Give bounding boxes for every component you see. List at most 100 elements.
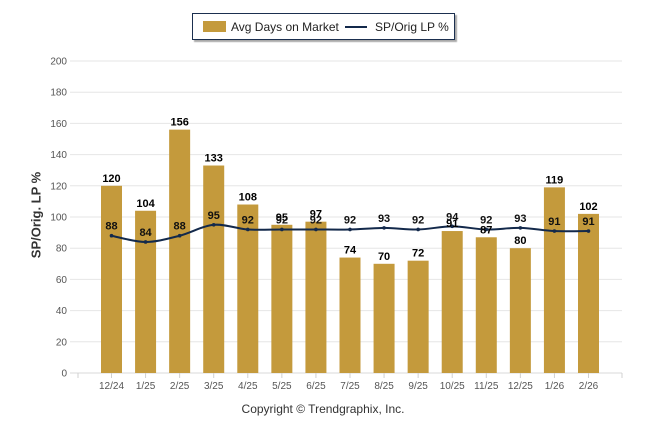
y-axis-ticks: 0 20 40 60 80 100 120 140 160 180 200 bbox=[50, 57, 67, 380]
bar-value-label: 95 bbox=[276, 212, 288, 224]
bar bbox=[135, 210, 157, 373]
line-value-label: 91 bbox=[582, 216, 594, 228]
y-tick-label: 180 bbox=[50, 88, 67, 99]
x-tick-label: 3/25 bbox=[204, 381, 224, 392]
bar-value-label: 133 bbox=[205, 153, 223, 165]
bar bbox=[509, 248, 531, 373]
bar bbox=[169, 129, 191, 373]
x-tick-label: 2/25 bbox=[170, 381, 190, 392]
bar bbox=[578, 213, 599, 373]
y-tick-label: 200 bbox=[50, 57, 67, 68]
legend: Avg Days on Market SP/Orig LP % bbox=[192, 13, 455, 40]
bar-value-label: 108 bbox=[239, 192, 257, 204]
copyright: Copyright © Trendgraphix, Inc. bbox=[241, 402, 405, 416]
line-value-label: 92 bbox=[242, 214, 254, 226]
legend-label-sp-orig: SP/Orig LP % bbox=[375, 19, 449, 34]
y-tick-label: 40 bbox=[56, 306, 68, 317]
bar bbox=[203, 165, 225, 373]
line-point bbox=[382, 226, 386, 230]
bar-value-label: 74 bbox=[344, 245, 357, 257]
line-value-label: 92 bbox=[276, 214, 288, 226]
y-axis-label: SP/Orig. LP % bbox=[28, 171, 44, 259]
y-tick-label: 160 bbox=[50, 119, 67, 130]
bar bbox=[373, 263, 395, 373]
line-value-label: 84 bbox=[139, 227, 152, 239]
bar bbox=[101, 185, 122, 373]
line-value-label: 91 bbox=[548, 216, 560, 228]
bar-value-label: 156 bbox=[170, 117, 188, 129]
line-point bbox=[348, 227, 352, 232]
x-tick-label: 12/25 bbox=[508, 381, 533, 392]
line-value-label: 92 bbox=[310, 214, 322, 226]
line-value-label: 93 bbox=[514, 213, 526, 225]
line-swatch-icon bbox=[345, 25, 367, 28]
bar-value-label: 119 bbox=[546, 174, 564, 186]
bar-value-label: 120 bbox=[102, 173, 120, 185]
line-point bbox=[552, 229, 557, 233]
x-tick-label: 12/24 bbox=[99, 381, 124, 392]
x-tick-label: 6/25 bbox=[306, 381, 326, 392]
legend-item-sp-orig[interactable]: SP/Orig LP % bbox=[345, 14, 449, 39]
bar-value-label: 87 bbox=[480, 224, 492, 236]
bar-value-label: 104 bbox=[136, 198, 155, 210]
line-series bbox=[109, 223, 591, 244]
line-value-label: 92 bbox=[412, 214, 424, 226]
bar bbox=[271, 224, 293, 373]
bar-value-label: 97 bbox=[310, 209, 322, 221]
bar bbox=[543, 187, 565, 373]
line-point bbox=[586, 229, 591, 233]
line-value-label: 94 bbox=[446, 211, 459, 223]
bar-value-label: 91 bbox=[446, 218, 458, 230]
line-point bbox=[450, 224, 455, 229]
line-point bbox=[143, 240, 148, 244]
bar bbox=[475, 237, 497, 373]
y-tick-label: 60 bbox=[56, 275, 68, 286]
line-point bbox=[416, 227, 420, 232]
line-point bbox=[109, 233, 114, 238]
legend-label-avg-days: Avg Days on Market bbox=[231, 19, 339, 34]
x-tick-label: 5/25 bbox=[272, 381, 292, 392]
line-point bbox=[211, 223, 216, 227]
bar bbox=[407, 260, 429, 373]
x-tick-label: 9/25 bbox=[408, 381, 428, 392]
bar bbox=[237, 204, 259, 373]
line-value-label: 88 bbox=[105, 221, 117, 233]
bar-value-label: 80 bbox=[514, 235, 526, 247]
y-tick-label: 80 bbox=[56, 244, 68, 255]
line-value-label: 92 bbox=[480, 214, 492, 226]
legend-item-avg-days[interactable]: Avg Days on Market bbox=[203, 14, 339, 39]
y-tick-label: 0 bbox=[61, 369, 67, 380]
line-point bbox=[177, 233, 182, 238]
bars bbox=[101, 129, 599, 373]
x-tick-label: 2/26 bbox=[579, 381, 599, 392]
line-value-label: 88 bbox=[174, 221, 186, 233]
y-tick-label: 20 bbox=[56, 337, 68, 348]
bar bbox=[441, 231, 463, 373]
bar-swatch-icon bbox=[203, 21, 226, 32]
line-value-label: 93 bbox=[378, 213, 390, 225]
x-tick-label: 7/25 bbox=[340, 381, 360, 392]
line-value-label: 92 bbox=[344, 214, 356, 226]
x-tick-label: 11/25 bbox=[474, 381, 499, 392]
line-point bbox=[245, 227, 250, 232]
x-tick-label: 8/25 bbox=[374, 381, 394, 392]
y-tick-label: 120 bbox=[50, 181, 67, 192]
y-tick-label: 100 bbox=[50, 213, 67, 224]
x-tick-label: 1/26 bbox=[545, 381, 565, 392]
y-tick-label: 140 bbox=[50, 150, 67, 161]
gridlines bbox=[70, 60, 622, 374]
line-value-label: 95 bbox=[208, 210, 220, 222]
bar-value-label: 102 bbox=[579, 201, 597, 213]
line-point bbox=[484, 227, 489, 232]
x-axis: 12/24 1/25 2/25 3/25 4/25 5/25 6/25 7/25 8/25 9/2… bbox=[77, 373, 623, 392]
line-point bbox=[314, 227, 318, 232]
bar-value-label: 72 bbox=[412, 248, 424, 260]
bar bbox=[339, 257, 361, 373]
data-labels: 120 104 156 133 108 95 97 74 70 72 91 87 80 119 102 88 8… bbox=[102, 117, 597, 263]
line-point bbox=[280, 227, 284, 232]
x-tick-label: 10/25 bbox=[440, 381, 465, 392]
bar-value-label: 70 bbox=[378, 251, 390, 263]
x-tick-label: 4/25 bbox=[238, 381, 258, 392]
bar bbox=[305, 221, 327, 373]
